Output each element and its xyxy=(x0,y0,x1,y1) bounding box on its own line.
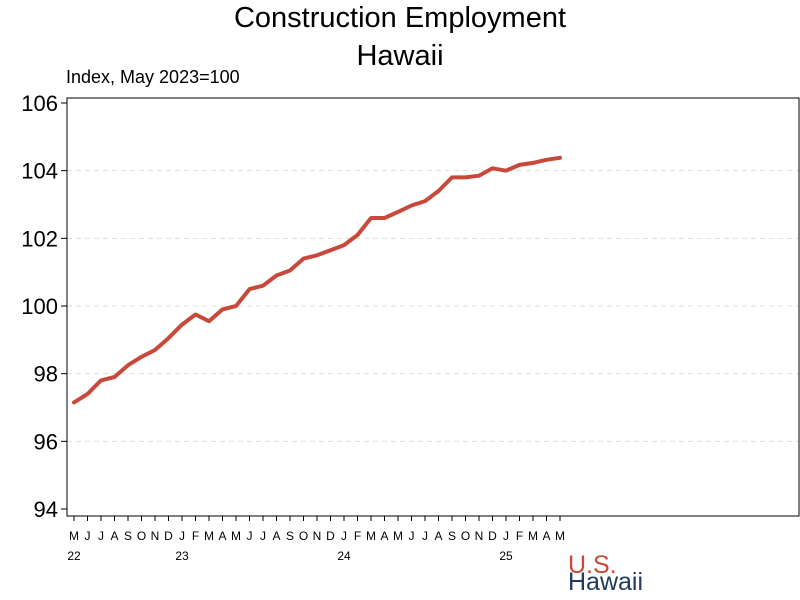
data-point xyxy=(207,320,211,323)
x-month-label: M xyxy=(555,529,565,543)
x-month-label: A xyxy=(434,529,442,543)
x-axis: M J J A S O N D J F M A M J J A S O N D J F M A M J J A S O N D J F M A M22 2… xyxy=(67,516,565,563)
data-point xyxy=(329,248,332,252)
series-layer xyxy=(72,155,562,405)
x-month-label: N xyxy=(313,529,322,543)
data-point xyxy=(140,355,143,358)
data-point xyxy=(153,348,157,352)
data-point xyxy=(302,257,305,260)
x-month-label: J xyxy=(85,529,91,543)
data-point xyxy=(180,323,184,326)
data-point xyxy=(369,216,373,220)
plot-frame xyxy=(66,97,800,517)
x-year-label: 24 xyxy=(337,549,351,563)
x-month-label: N xyxy=(475,529,484,543)
x-month-label: F xyxy=(354,529,361,543)
data-point xyxy=(261,284,265,287)
data-point xyxy=(491,167,494,170)
data-point xyxy=(342,243,346,247)
y-tick-label: 104 xyxy=(21,159,58,184)
data-point xyxy=(167,336,170,340)
data-point xyxy=(315,254,319,257)
data-point xyxy=(383,216,386,220)
x-month-label: F xyxy=(516,529,523,543)
x-year-label: 25 xyxy=(499,549,513,563)
x-month-label: A xyxy=(110,529,118,543)
data-point xyxy=(558,156,562,160)
data-point xyxy=(221,308,224,311)
x-month-label: N xyxy=(151,529,160,543)
y-tick-label: 100 xyxy=(21,294,58,319)
data-point xyxy=(194,313,197,316)
x-month-label: M xyxy=(366,529,376,543)
y-tick-label: 96 xyxy=(34,429,58,454)
x-month-label: A xyxy=(218,529,226,543)
data-point xyxy=(464,176,467,179)
x-month-label: M xyxy=(528,529,538,543)
x-month-label: A xyxy=(380,529,388,543)
data-point xyxy=(504,169,508,172)
x-month-label: M xyxy=(204,529,214,543)
legend-entry-us: U.S. xyxy=(568,551,617,579)
x-month-label: F xyxy=(192,529,199,543)
data-point xyxy=(531,161,535,165)
y-axis: 94 96 98 100 102 104 106 xyxy=(21,91,67,522)
x-month-label: D xyxy=(164,529,173,543)
x-month-label: M xyxy=(393,529,403,543)
data-point xyxy=(126,364,130,367)
x-month-label: M xyxy=(231,529,241,543)
y-axis-label: Index, May 2023=100 xyxy=(66,67,240,87)
x-month-label: J xyxy=(422,529,428,543)
x-month-label: J xyxy=(260,529,266,543)
gridlines xyxy=(67,170,799,442)
data-point xyxy=(72,401,76,404)
x-month-label: J xyxy=(98,529,104,543)
x-month-label: O xyxy=(461,529,470,543)
data-point xyxy=(275,274,278,277)
x-month-label: J xyxy=(409,529,415,543)
x-month-label: O xyxy=(299,529,308,543)
data-point xyxy=(234,304,238,308)
chart-title: Construction Employment xyxy=(233,2,567,34)
chart-subtitle: Hawaii xyxy=(356,40,444,72)
x-month-label: S xyxy=(286,529,294,543)
x-month-label: J xyxy=(503,529,509,543)
x-month-label: J xyxy=(341,529,347,543)
x-month-label: S xyxy=(448,529,456,543)
data-point xyxy=(477,174,481,177)
x-month-label: A xyxy=(272,529,280,543)
data-point xyxy=(288,269,292,272)
data-point xyxy=(423,199,427,203)
x-month-label: D xyxy=(326,529,335,543)
data-point xyxy=(396,210,400,214)
data-point xyxy=(113,375,116,379)
legend-entry-hawaii: Hawaii xyxy=(568,568,644,596)
data-point xyxy=(545,158,548,162)
data-point xyxy=(410,204,413,207)
data-point xyxy=(99,379,103,382)
x-month-label: J xyxy=(247,529,253,543)
data-point xyxy=(248,287,251,291)
series-line-hawaii xyxy=(72,155,562,405)
x-year-label: 22 xyxy=(67,549,81,563)
data-point xyxy=(450,176,454,179)
x-month-label: J xyxy=(179,529,185,543)
x-month-label: A xyxy=(542,529,550,543)
x-year-label: 23 xyxy=(175,549,189,563)
y-tick-label: 106 xyxy=(21,91,58,116)
data-point xyxy=(437,189,440,193)
data-point xyxy=(86,392,89,396)
y-tick-label: 98 xyxy=(34,362,58,387)
data-point xyxy=(356,233,359,237)
y-tick-label: 102 xyxy=(21,226,58,251)
x-month-label: D xyxy=(488,529,497,543)
x-month-label: O xyxy=(137,529,146,543)
data-point xyxy=(518,163,521,167)
x-month-label: S xyxy=(124,529,132,543)
y-tick-label: 94 xyxy=(34,497,58,522)
x-month-label: M xyxy=(69,529,79,543)
